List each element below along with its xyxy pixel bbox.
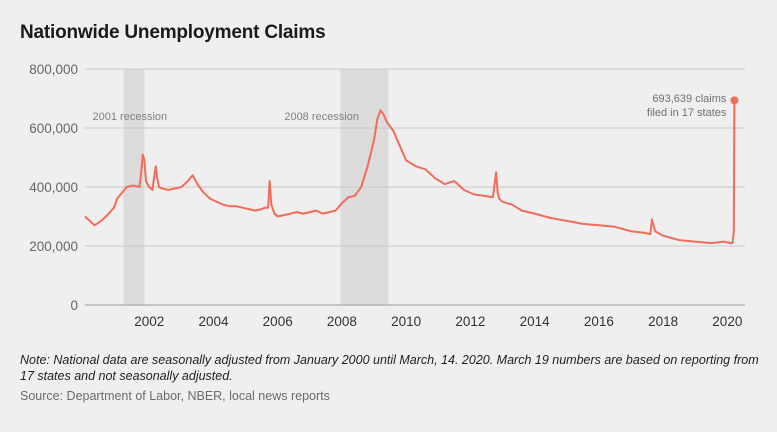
x-tick-label: 2012 — [455, 314, 485, 329]
x-tick-label: 2010 — [391, 314, 421, 329]
x-tick-label: 2006 — [263, 314, 293, 329]
x-tick-label: 2020 — [712, 314, 742, 329]
x-tick-label: 2016 — [584, 314, 614, 329]
recession-label: 2001 recession — [93, 111, 168, 123]
endpoint-marker — [730, 96, 739, 105]
annotation-line1: 693,639 claims — [652, 93, 726, 105]
y-tick-label: 600,000 — [29, 121, 78, 136]
series-line — [84, 100, 736, 245]
annotation-line2: filed in 17 states — [647, 107, 727, 119]
chart-note: Note: National data are seasonally adjus… — [20, 353, 759, 383]
y-tick-label: 800,000 — [29, 62, 78, 77]
recession-label: 2008 recession — [284, 111, 359, 123]
y-tick-label: 0 — [70, 298, 78, 313]
y-tick-label: 400,000 — [29, 180, 78, 195]
chart-plot: 0 200,000 400,000 600,000 800,000 2002 2004 200… — [29, 62, 745, 329]
x-tick-label: 2014 — [520, 314, 551, 329]
y-tick-label: 200,000 — [29, 239, 78, 254]
x-tick-label: 2004 — [198, 314, 229, 329]
x-tick-label: 2002 — [134, 314, 164, 329]
chart-source: Source: Department of Labor, NBER, local… — [20, 389, 330, 403]
x-tick-label: 2018 — [648, 314, 678, 329]
chart-title: Nationwide Unemployment Claims — [20, 22, 326, 43]
x-tick-label: 2008 — [327, 314, 357, 329]
